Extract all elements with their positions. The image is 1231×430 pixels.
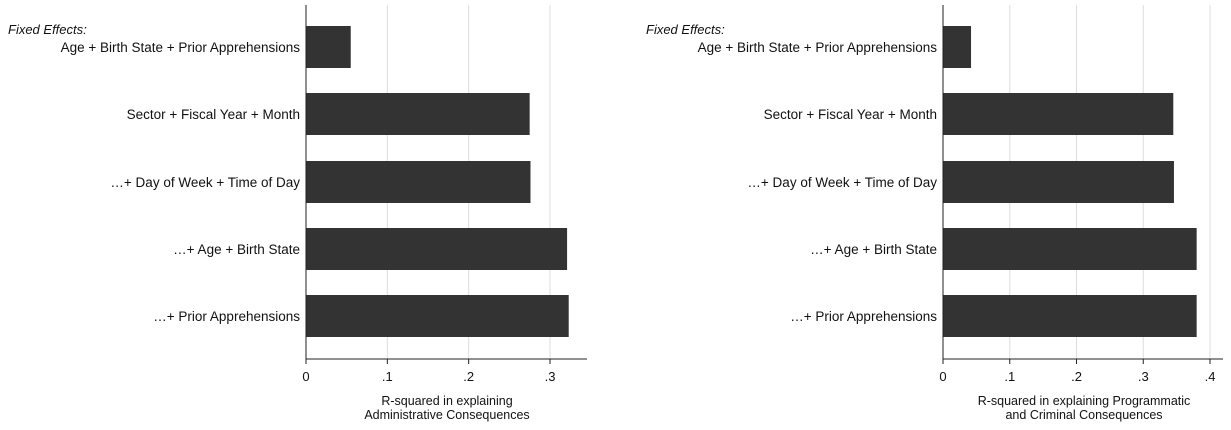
category-label: …+ Day of Week + Time of Day <box>747 175 937 190</box>
bar <box>306 26 351 68</box>
category-label: Age + Birth State + Prior Apprehensions <box>61 40 301 55</box>
bar <box>943 295 1197 337</box>
fixed-effects-heading: Fixed Effects: <box>646 22 725 37</box>
chart-panel-2: Fixed Effects: Age + Birth State + Prior … <box>646 5 1223 422</box>
x-axis-title: and Criminal Consequences <box>1005 408 1162 422</box>
x-tick-label: .2 <box>463 369 474 384</box>
bar <box>943 93 1174 135</box>
bar <box>943 228 1197 270</box>
bar <box>306 295 569 337</box>
category-label: Sector + Fiscal Year + Month <box>764 107 937 122</box>
bar <box>306 161 531 203</box>
category-label: …+ Day of Week + Time of Day <box>110 175 300 190</box>
category-label: …+ Age + Birth State <box>810 242 937 257</box>
x-tick-label: .4 <box>1205 369 1216 384</box>
bar <box>943 26 972 68</box>
category-label: Sector + Fiscal Year + Month <box>127 107 300 122</box>
x-tick-label: .2 <box>1071 369 1082 384</box>
category-label: …+ Age + Birth State <box>173 242 300 257</box>
x-axis-title: R-squared in explaining <box>381 394 512 408</box>
x-axis-title: Administrative Consequences <box>364 408 529 422</box>
bar <box>306 228 568 270</box>
x-tick-label: .3 <box>1138 369 1149 384</box>
bar <box>943 161 1174 203</box>
x-axis-title: R-squared in explaining Programmatic <box>978 394 1191 408</box>
x-tick-label: .3 <box>545 369 556 384</box>
fixed-effects-heading: Fixed Effects: <box>8 22 87 37</box>
category-label: …+ Prior Apprehensions <box>790 309 937 324</box>
x-tick-label: .1 <box>382 369 393 384</box>
x-tick-label: .1 <box>1004 369 1015 384</box>
category-label: …+ Prior Apprehensions <box>153 309 300 324</box>
category-label: Age + Birth State + Prior Apprehensions <box>698 40 938 55</box>
chart-panel-1: Fixed Effects: Age + Birth State + Prior … <box>8 5 587 422</box>
x-tick-label: 0 <box>939 369 946 384</box>
bar <box>306 93 530 135</box>
x-tick-label: 0 <box>302 369 309 384</box>
